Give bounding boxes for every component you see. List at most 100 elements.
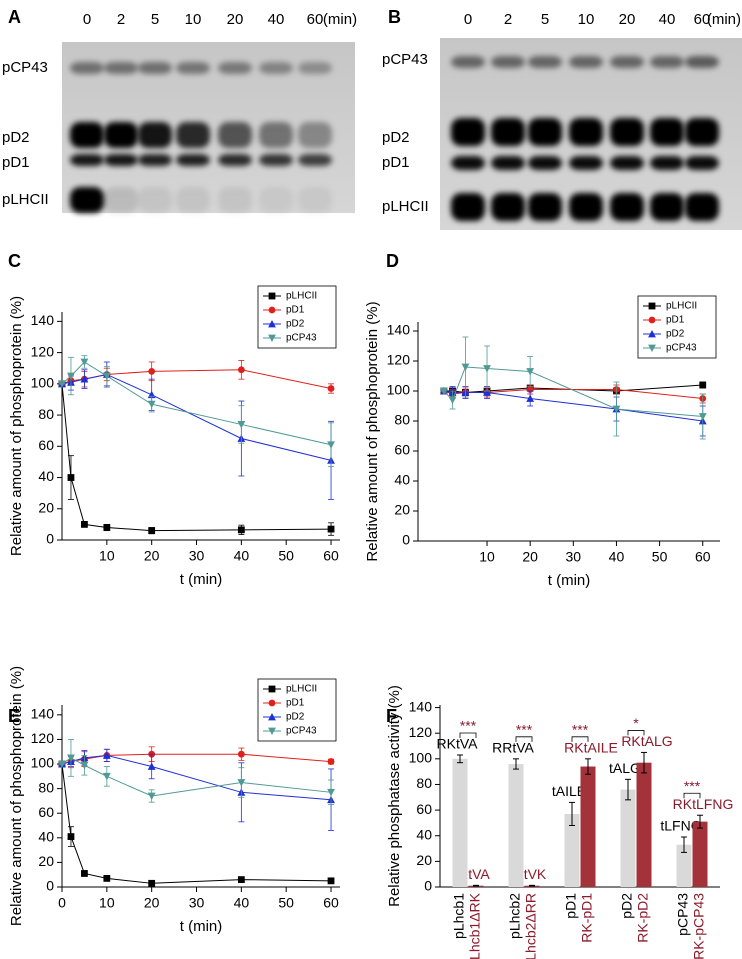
marker — [58, 380, 66, 388]
x-tick-label: 30 — [189, 895, 205, 911]
marker — [526, 368, 535, 376]
band-label: pLHCII — [2, 191, 49, 208]
y-axis-title: Relative phosphatase activity (%) — [386, 685, 403, 907]
band-label: pD2 — [382, 129, 410, 146]
legend-label: pD2 — [286, 319, 305, 330]
x-tick-label: 30 — [566, 549, 582, 565]
gel-band — [176, 62, 210, 74]
gel-band — [685, 56, 719, 68]
marker — [237, 876, 245, 884]
x-tick-label: 20 — [144, 895, 160, 911]
lane-label: 10 — [578, 11, 595, 28]
band-label: pLHCII — [382, 198, 429, 215]
gel-band — [176, 154, 210, 166]
x-tick-label: 50 — [278, 548, 294, 564]
gel-band — [104, 154, 138, 166]
gel-band — [491, 156, 525, 170]
x-tick-label: 0 — [58, 895, 66, 911]
legend-label: pD1 — [286, 305, 305, 316]
gel-band — [259, 154, 293, 166]
marker — [148, 879, 156, 887]
error-bar — [625, 778, 631, 801]
significance-bracket — [515, 736, 533, 742]
marker — [102, 751, 111, 759]
gel-band — [298, 62, 332, 74]
legend-label: pD1 — [286, 698, 305, 709]
band-label: pD1 — [382, 154, 410, 171]
gel-band — [176, 187, 210, 213]
error-bar — [585, 758, 591, 775]
gel-band — [451, 56, 485, 68]
gel-band — [138, 62, 172, 74]
gel-band — [70, 154, 104, 166]
y-axis-title: Relative amount of phosphoprotein (%) — [8, 296, 25, 556]
gel-band — [491, 193, 525, 221]
marker — [67, 833, 75, 840]
gel-band — [610, 118, 644, 146]
error-bar — [569, 801, 575, 826]
error-bar — [697, 814, 703, 829]
gel-band — [650, 118, 684, 146]
x-tick-label: 20 — [144, 548, 160, 564]
marker — [448, 396, 457, 404]
bar — [580, 766, 596, 887]
marker — [237, 750, 245, 758]
marker — [102, 772, 111, 781]
lane-label: 40 — [268, 11, 285, 28]
y-tick-label: 0 — [46, 531, 54, 547]
lane-label: 5 — [151, 11, 159, 28]
error-bar — [641, 751, 647, 774]
legend-marker — [268, 320, 276, 328]
gel-band — [104, 187, 138, 213]
lane-label: 10 — [185, 11, 202, 28]
gel-band — [218, 187, 252, 213]
x-tick-label: 60 — [323, 548, 339, 564]
marker — [67, 372, 75, 381]
legend-marker — [268, 727, 276, 735]
x-tick-label: 10 — [99, 895, 115, 911]
significance-bracket — [459, 732, 477, 738]
gel-band — [685, 118, 719, 146]
bar-label: RRtVA — [492, 740, 534, 756]
y-tick-label: 80 — [38, 406, 54, 422]
y-tick-label: 40 — [38, 468, 54, 484]
series-line — [443, 384, 703, 394]
x-tick-label: pD1 — [563, 893, 579, 919]
series-line — [61, 361, 332, 446]
marker — [699, 381, 707, 389]
bar-label: tVA — [468, 866, 490, 882]
series-line — [61, 757, 332, 797]
y-tick-label: 60 — [38, 804, 54, 820]
marker — [147, 400, 156, 409]
y-tick-label: 60 — [38, 437, 54, 453]
x-tick-label: pLhcb1 — [451, 893, 467, 939]
error-bar — [529, 884, 535, 887]
legend-marker — [648, 344, 656, 352]
band-label: pD2 — [2, 129, 30, 146]
y-tick-label: 0 — [402, 532, 410, 548]
gel-band — [70, 62, 104, 74]
error-bar — [513, 758, 519, 770]
x-tick-label: 40 — [609, 549, 625, 565]
bar-label: tLFNG — [660, 818, 701, 834]
gel-band — [259, 62, 293, 74]
error-bar — [457, 754, 463, 764]
gel-band — [298, 122, 332, 148]
bar-label: tAILE — [552, 783, 586, 799]
bar-label: RKtALG — [621, 733, 672, 749]
gel-band — [259, 187, 293, 213]
marker — [103, 874, 111, 882]
y-axis-title: Relative amount of phosphoprotein (%) — [364, 301, 381, 561]
panel-label: D — [386, 251, 399, 271]
marker — [327, 385, 335, 392]
legend-marker — [268, 713, 276, 721]
panel-label: C — [8, 251, 21, 271]
bar — [564, 813, 580, 887]
marker — [147, 792, 156, 800]
marker — [102, 372, 111, 381]
x-tick-label: 30 — [189, 548, 205, 564]
gel-band — [138, 122, 172, 148]
lane-label: 5 — [541, 11, 549, 28]
x-tick-label: 10 — [99, 548, 115, 564]
gel-band — [528, 193, 562, 221]
